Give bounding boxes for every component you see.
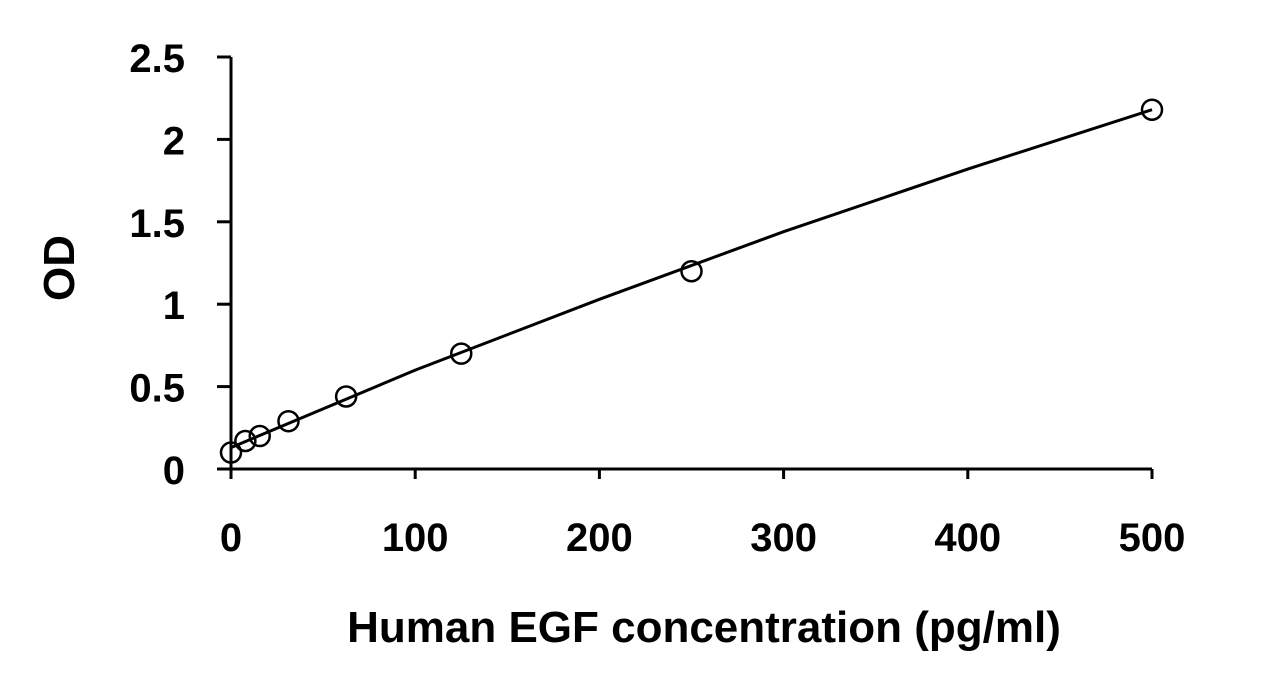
y-tick-label: 0.5 <box>129 367 185 411</box>
data-point <box>334 385 358 408</box>
y-tick-label: 0 <box>163 449 185 493</box>
y-tick-label: 1.5 <box>129 202 185 246</box>
plot-area: 0 100 200 300 400 500 0 0.5 1 1.5 2 2.5 <box>129 37 1185 560</box>
x-tick-label: 200 <box>566 516 633 560</box>
data-point <box>219 441 243 464</box>
y-tick-label: 2 <box>163 119 185 163</box>
fit-curve-line <box>230 108 1153 449</box>
data-point <box>248 424 271 448</box>
y-tick-label: 2.5 <box>129 37 185 81</box>
data-point <box>1140 98 1164 121</box>
x-axis-title: Human EGF concentration (pg/ml) <box>347 603 1061 652</box>
y-tick-label: 1 <box>163 284 185 328</box>
data-point <box>450 342 473 365</box>
y-axis-title: OD <box>35 235 84 301</box>
x-tick-label: 0 <box>220 516 242 560</box>
x-tick-label: 100 <box>382 516 449 560</box>
data-point <box>234 429 257 453</box>
x-axis: 0 100 200 300 400 500 <box>220 467 1186 560</box>
x-tick-label: 400 <box>934 516 1001 560</box>
x-tick-label: 500 <box>1119 516 1186 560</box>
data-point <box>680 259 703 283</box>
x-tick-label: 300 <box>750 516 817 560</box>
y-axis: 0 0.5 1 1.5 2 2.5 <box>129 37 233 493</box>
fit-curve-layer <box>230 108 1153 449</box>
data-points-layer <box>219 98 1164 464</box>
data-point <box>277 409 300 433</box>
